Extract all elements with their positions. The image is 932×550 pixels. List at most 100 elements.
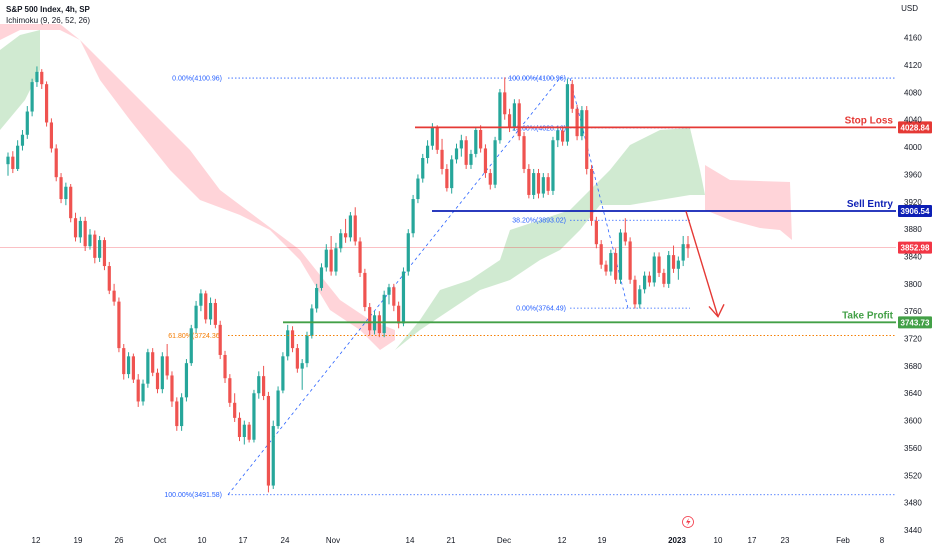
candle-body bbox=[599, 244, 603, 265]
candle-body bbox=[589, 168, 594, 221]
x-tick-label: 19 bbox=[598, 536, 607, 545]
stop-loss-label: Stop Loss bbox=[845, 115, 894, 126]
candle-body bbox=[392, 287, 396, 306]
candle-body bbox=[459, 140, 463, 149]
fib1-618-label: 61.80%(3724.36) bbox=[168, 333, 222, 340]
candle-body bbox=[450, 159, 454, 189]
candle-body bbox=[614, 253, 618, 280]
candle-body bbox=[469, 153, 473, 165]
y-tick-label: 3680 bbox=[904, 362, 922, 371]
lightning-icon-glyph bbox=[686, 518, 691, 526]
candle-body bbox=[594, 220, 598, 245]
y-tick-label: 3480 bbox=[904, 499, 922, 508]
candle-body bbox=[276, 390, 280, 427]
sell-arrow-head bbox=[708, 304, 725, 318]
y-tick-label: 3920 bbox=[904, 198, 922, 207]
y-tick-label: 3760 bbox=[904, 307, 922, 316]
candle-body bbox=[652, 256, 656, 283]
candle-body bbox=[44, 84, 49, 123]
candle-body bbox=[136, 379, 140, 402]
candle-body bbox=[681, 244, 685, 261]
candle-body bbox=[262, 376, 266, 396]
fib2-382-label: 38.20%(3893.02) bbox=[512, 218, 566, 225]
candle-body bbox=[339, 233, 343, 249]
candle-body bbox=[440, 149, 444, 169]
x-tick-label: 17 bbox=[748, 536, 757, 545]
candle-body bbox=[315, 287, 319, 309]
candle-body bbox=[464, 140, 468, 165]
candle-body bbox=[638, 289, 642, 305]
candle-body bbox=[493, 140, 497, 185]
candle-body bbox=[208, 302, 213, 320]
y-tick-label: 4080 bbox=[904, 88, 922, 97]
candle-body bbox=[175, 401, 179, 427]
fib2-0-label: 0.00%(3764.49) bbox=[516, 306, 566, 313]
x-tick-label: 10 bbox=[198, 536, 207, 545]
candle-body bbox=[223, 354, 227, 379]
candle-body bbox=[411, 199, 415, 234]
candle-body bbox=[49, 122, 54, 149]
candle-body bbox=[59, 177, 63, 200]
candle-body bbox=[252, 393, 256, 440]
candle-body bbox=[141, 383, 145, 402]
chart-legend: S&P 500 Index, 4h, SP Ichimoku (9, 26, 5… bbox=[6, 4, 90, 26]
x-tick-label: 24 bbox=[281, 536, 290, 545]
ichimoku-cloud-bear bbox=[0, 24, 395, 350]
candle-body bbox=[532, 173, 536, 195]
candle-body bbox=[551, 140, 555, 191]
currency-label: USD bbox=[901, 4, 918, 13]
candle-body bbox=[343, 233, 348, 238]
x-tick-label: 21 bbox=[447, 536, 456, 545]
candle-body bbox=[35, 71, 39, 83]
candle-body bbox=[102, 240, 107, 267]
candle-body bbox=[78, 220, 82, 238]
candle-body bbox=[30, 82, 34, 112]
take-profit-tag-text: 3743.73 bbox=[901, 318, 930, 327]
candle-body bbox=[199, 293, 203, 306]
y-tick-label: 3960 bbox=[904, 170, 922, 179]
candle-body bbox=[667, 255, 671, 284]
candle-body bbox=[647, 275, 652, 283]
x-tick-label: 17 bbox=[239, 536, 248, 545]
candle-body bbox=[454, 148, 459, 160]
stop-loss-tag-text: 4028.84 bbox=[901, 123, 930, 132]
candle-body bbox=[83, 220, 87, 247]
candle-body bbox=[498, 92, 502, 141]
candle-body bbox=[160, 356, 164, 390]
candle-body bbox=[180, 397, 184, 427]
candle-body bbox=[88, 234, 92, 247]
candle-body bbox=[430, 127, 434, 146]
y-tick-label: 4120 bbox=[904, 61, 922, 70]
candle-body bbox=[527, 168, 531, 195]
candle-body bbox=[334, 248, 338, 272]
indicator-title: Ichimoku (9, 26, 52, 26) bbox=[6, 16, 91, 25]
y-tick-label: 3840 bbox=[904, 252, 922, 261]
y-tick-label: 3520 bbox=[904, 471, 922, 480]
x-tick-label: 12 bbox=[32, 536, 41, 545]
candle-body bbox=[397, 305, 401, 324]
symbol-title: S&P 500 Index, 4h, SP bbox=[6, 5, 90, 14]
x-tick-label: 19 bbox=[74, 536, 83, 545]
candle-body bbox=[218, 324, 222, 355]
candle-body bbox=[16, 145, 20, 169]
candle-body bbox=[657, 256, 661, 273]
candle-body bbox=[642, 275, 647, 290]
candle-body bbox=[358, 241, 362, 273]
candle-body bbox=[604, 264, 608, 272]
candle-body bbox=[329, 249, 333, 272]
candle-body bbox=[170, 375, 174, 402]
candle-body bbox=[488, 173, 492, 185]
candle-body bbox=[295, 348, 299, 369]
candle-body bbox=[580, 110, 584, 137]
candle-body bbox=[561, 130, 565, 142]
candle-body bbox=[151, 352, 155, 373]
x-tick-label: Oct bbox=[154, 536, 167, 545]
candle-body bbox=[401, 271, 406, 324]
candle-body bbox=[204, 293, 208, 320]
candle-body bbox=[368, 307, 372, 331]
x-tick-label: 2023 bbox=[668, 536, 686, 545]
candle-body bbox=[686, 244, 690, 249]
ichimoku-cloud-bull-early bbox=[0, 30, 40, 130]
candle-body bbox=[247, 424, 251, 440]
